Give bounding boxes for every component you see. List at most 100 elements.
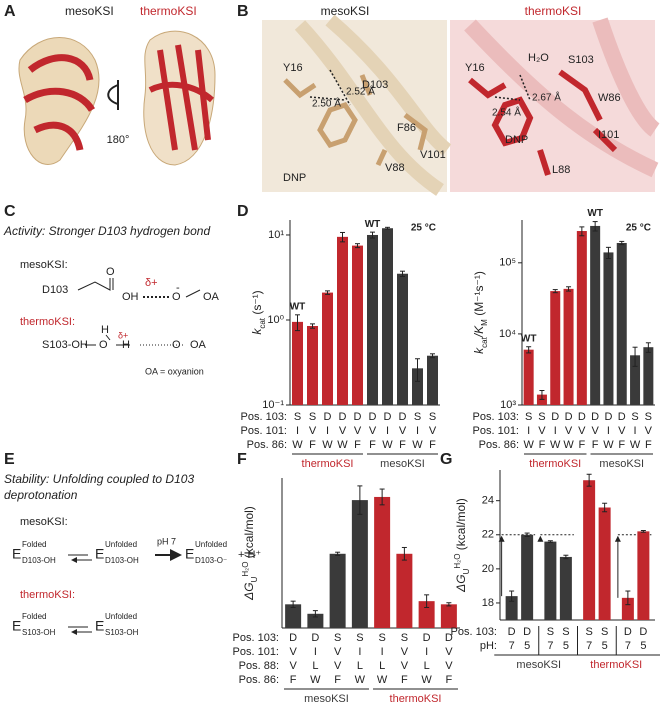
row-value: S xyxy=(547,626,554,638)
error-bar xyxy=(539,389,545,400)
protein-name: mesoKSI xyxy=(65,4,114,18)
residue-label: H₂O xyxy=(528,52,549,64)
row-value: V xyxy=(578,425,586,437)
y-axis-label: kcat (s⁻¹) xyxy=(250,290,266,334)
error-bar xyxy=(385,226,390,230)
row-value: S xyxy=(309,411,316,423)
scheme-text: OH xyxy=(122,291,139,303)
error-bar xyxy=(355,243,360,249)
row-label: Pos. 88: xyxy=(239,660,279,672)
scheme-text: + H⁺ xyxy=(238,549,261,561)
row-value: V xyxy=(339,425,347,437)
y-axis-label-part: ΔG xyxy=(242,582,256,600)
row-value: W xyxy=(603,439,614,451)
row-value: 7 xyxy=(586,640,592,652)
bar xyxy=(637,531,650,620)
distance-label: 2.54 Å xyxy=(492,106,521,119)
row-value: V xyxy=(401,660,409,672)
protein-name: mesoKSI xyxy=(321,4,370,18)
row-label: Pos. 101: xyxy=(241,425,287,437)
error-bar xyxy=(370,231,375,239)
y-axis-label-part: (M⁻¹s⁻¹) xyxy=(472,271,486,319)
error-bar xyxy=(310,323,315,329)
error-bar xyxy=(592,221,598,232)
row-value: D xyxy=(565,411,573,423)
error-bar xyxy=(325,290,330,295)
row-label: Pos. 86: xyxy=(247,439,287,451)
row-value: F xyxy=(618,439,625,451)
bar xyxy=(382,228,393,405)
row-value: L xyxy=(312,660,318,672)
row-value: S xyxy=(562,626,569,638)
row-value: D xyxy=(551,411,559,423)
row-value: V xyxy=(565,425,573,437)
error-bar xyxy=(605,246,611,259)
distance-label: 2.50 Å xyxy=(312,97,341,110)
scheme-e-arrows xyxy=(68,549,182,632)
row-value: F xyxy=(334,674,341,686)
error-bar xyxy=(566,286,572,292)
y-axis-label-part: (kcal/mol) xyxy=(242,506,256,561)
error-bar xyxy=(379,488,385,506)
row-label: Pos. 103: xyxy=(473,411,519,423)
y-tick-label: 18 xyxy=(482,597,494,609)
row-value: 7 xyxy=(509,640,515,652)
row-value: L xyxy=(357,660,363,672)
bar xyxy=(440,604,457,628)
state-subscript: S103-OH xyxy=(105,628,139,637)
y-axis-label-part: H₂O xyxy=(241,562,250,577)
row-value: F xyxy=(354,439,361,451)
row-value: F xyxy=(399,439,406,451)
row-label: Pos. 103: xyxy=(241,411,287,423)
scheme-text: OA xyxy=(203,291,220,303)
bar xyxy=(590,225,601,405)
scheme-text: - xyxy=(176,282,180,294)
row-value: D xyxy=(311,632,319,644)
y-axis-label-part: U xyxy=(462,568,471,574)
panel-letter: D xyxy=(237,203,249,220)
panel-letter: A xyxy=(4,3,16,20)
bar xyxy=(397,273,408,405)
y-axis-label-part: cat xyxy=(258,317,267,328)
protein-name: thermoKSI xyxy=(140,4,197,18)
scheme-c xyxy=(77,278,201,346)
bar-label: WT xyxy=(365,219,381,230)
row-value: S xyxy=(356,632,363,644)
group-label: mesoKSI xyxy=(304,693,349,705)
bar xyxy=(329,553,346,628)
scheme-text: O xyxy=(99,339,108,351)
row-value: S xyxy=(601,626,608,638)
group-label: thermoKSI xyxy=(590,659,642,671)
y-tick-label: 10⁻¹ xyxy=(262,399,284,411)
row-value: W xyxy=(337,439,348,451)
row-value: V xyxy=(369,425,377,437)
y-tick-label: 10¹ xyxy=(268,229,284,241)
protein-name: thermoKSI xyxy=(525,4,582,18)
state-subscript: D103-O⁻ xyxy=(195,556,227,565)
row-value: I xyxy=(416,425,419,437)
row-value: D xyxy=(445,632,453,644)
error-bar xyxy=(509,590,515,602)
error-bar xyxy=(335,551,341,556)
bar xyxy=(396,553,413,628)
y-tick-label: 22 xyxy=(482,529,494,541)
row-label: Pos. 101: xyxy=(233,646,279,658)
row-value: W xyxy=(523,439,534,451)
row-value: S xyxy=(401,632,408,644)
state-superscript: Unfolded xyxy=(195,540,227,549)
scheme-text: δ+ xyxy=(118,330,128,340)
y-axis-label: kcat/KM (M⁻¹s⁻¹) xyxy=(472,271,488,354)
row-value: F xyxy=(539,439,546,451)
scheme-text: δ+ xyxy=(145,277,158,289)
row-value: F xyxy=(446,674,453,686)
scheme-label: thermoKSI: xyxy=(20,316,75,328)
row-value: S xyxy=(645,411,652,423)
row-value: D xyxy=(369,411,377,423)
row-value: I xyxy=(634,425,637,437)
panel-letter: B xyxy=(237,3,249,20)
bar xyxy=(523,349,534,405)
scheme-text: S103-OH xyxy=(42,339,88,351)
error-bar xyxy=(312,610,318,618)
row-value: W xyxy=(377,674,388,686)
row-value: W xyxy=(322,439,333,451)
